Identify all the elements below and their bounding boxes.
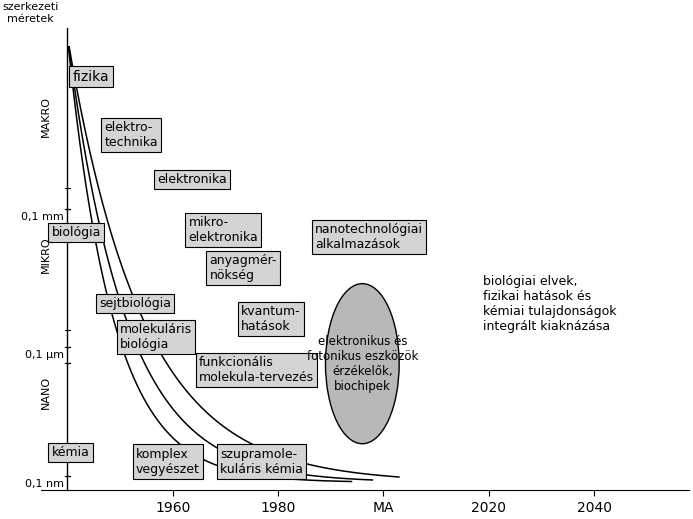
Text: kvantum-
hatások: kvantum- hatások [241, 305, 301, 333]
Text: biológiai elvek,
fizikai hatások és
kémiai tulajdonságok
integrált kiaknázása: biológiai elvek, fizikai hatások és kémi… [484, 275, 617, 333]
Text: molekuláris
biológia: molekuláris biológia [120, 323, 192, 351]
Text: NANO: NANO [42, 376, 51, 409]
Text: anyagmér-
nökség: anyagmér- nökség [209, 254, 277, 282]
Text: elektro-
technika: elektro- technika [104, 121, 158, 148]
Text: 0,1 μm: 0,1 μm [25, 350, 64, 360]
Text: fizika: fizika [73, 70, 109, 84]
Text: nanotechnológiai
alkalmazások: nanotechnológiai alkalmazások [315, 223, 423, 251]
Text: elektronikus és
fotonikus eszközök
érzékelők,
biochipek: elektronikus és fotonikus eszközök érzék… [306, 335, 418, 393]
Text: szupramole-
kuláris kémia: szupramole- kuláris kémia [220, 447, 303, 475]
Text: funkcionális
molekula-tervezés: funkcionális molekula-tervezés [199, 357, 314, 385]
Text: komplex
vegyészet: komplex vegyészet [136, 447, 200, 475]
Text: mikro-
elektronika: mikro- elektronika [188, 216, 258, 244]
Text: 0,1 nm: 0,1 nm [25, 479, 64, 489]
Text: sejtbiológia: sejtbiológia [99, 297, 171, 310]
Text: kémia: kémia [51, 446, 89, 459]
Text: MAKRO: MAKRO [42, 97, 51, 138]
Text: biológia: biológia [51, 226, 101, 239]
Text: 0,1 mm: 0,1 mm [21, 212, 64, 222]
Text: szerkezeti
méretek: szerkezeti méretek [2, 2, 59, 23]
Ellipse shape [326, 284, 399, 444]
Text: MIKRO: MIKRO [42, 237, 51, 273]
Text: elektronika: elektronika [157, 173, 227, 186]
